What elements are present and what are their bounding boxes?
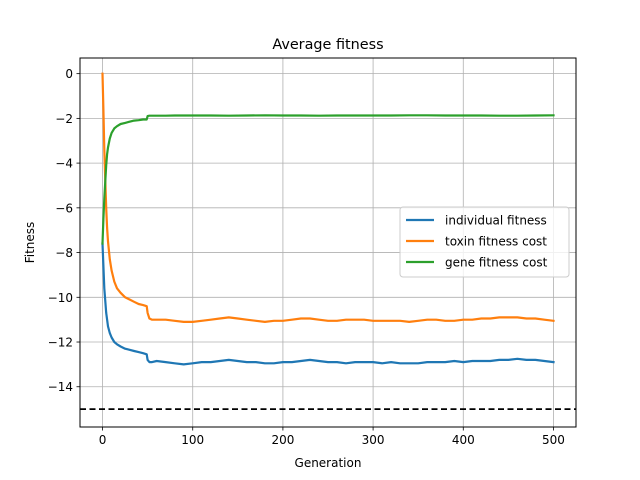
series-line-gene-fitness-cost [101,114,555,245]
y-tick-label: −2 [55,112,73,126]
legend-label: gene fitness cost [445,256,548,270]
y-tick-label: −12 [48,336,73,350]
chart-title: Average fitness [272,37,383,53]
y-axis-label: Fitness [23,222,37,264]
y-tick-label: −6 [55,201,73,215]
x-tick-label: 100 [181,433,204,447]
y-tick-label: 0 [65,67,73,81]
x-tick-label: 200 [271,433,294,447]
y-tick-label: −14 [48,380,73,394]
legend-label: individual fitness [445,214,547,228]
x-tick-label: 400 [452,433,475,447]
x-axis-ticks: 0 100 200 300 400 500 [99,427,565,447]
y-tick-label: −10 [48,291,73,305]
x-tick-label: 0 [99,433,107,447]
y-tick-label: −8 [55,246,73,260]
legend: individual fitness toxin fitness cost gene… [399,206,570,278]
legend-box [399,206,570,278]
series-line-toxin-fitness-cost [101,72,555,323]
series-line-individual-fitness [101,242,555,366]
x-tick-label: 300 [362,433,385,447]
y-axis-ticks: 0 −2 −4 −6 −8 −10 −12 −14 [48,67,80,394]
series-lines [101,72,555,366]
plot-frame [79,57,577,428]
legend-label: toxin fitness cost [445,235,547,249]
y-tick-label: −4 [55,157,73,171]
x-axis-label: Generation [295,456,362,470]
x-tick-label: 500 [542,433,565,447]
